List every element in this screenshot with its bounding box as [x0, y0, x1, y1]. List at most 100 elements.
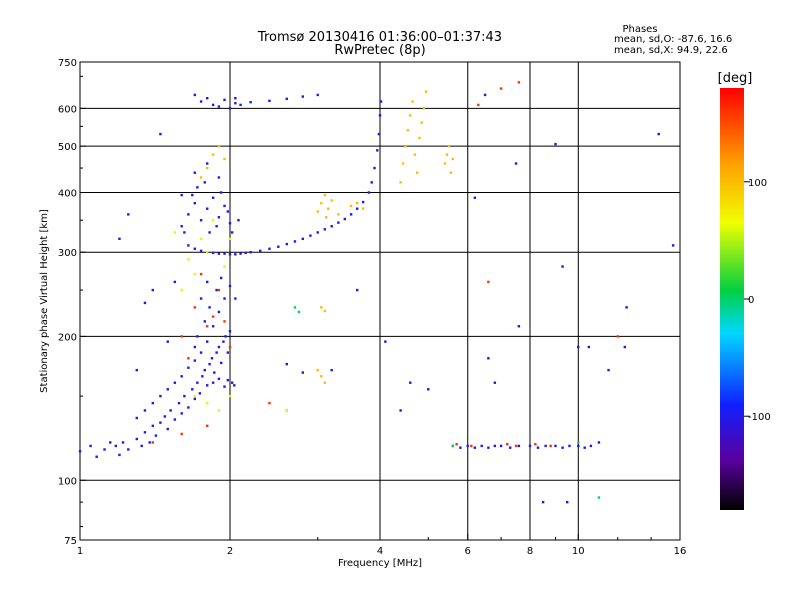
data-point [330, 225, 333, 228]
y-tick-label: 100 [58, 476, 77, 487]
data-point [424, 90, 428, 93]
data-point [114, 444, 118, 448]
data-points [78, 81, 675, 504]
data-point [196, 335, 199, 338]
data-point [208, 231, 211, 234]
data-point [561, 265, 564, 268]
data-point [187, 406, 190, 409]
data-point [193, 272, 197, 276]
data-point [223, 98, 226, 102]
data-point [199, 272, 203, 276]
data-point [211, 315, 215, 318]
data-point [487, 357, 490, 360]
data-point [234, 253, 237, 256]
x-tick-label: 10 [572, 546, 585, 557]
colorbar-tick-label: 100 [748, 178, 767, 189]
data-point [514, 162, 518, 165]
data-point [418, 136, 421, 140]
data-point [143, 301, 147, 305]
y-tick-label: 75 [64, 536, 77, 547]
data-point [151, 424, 155, 428]
data-point [355, 201, 359, 205]
data-point [173, 418, 177, 421]
data-point [135, 368, 138, 372]
data-point [413, 153, 417, 156]
data-point [205, 424, 209, 428]
data-point [140, 444, 143, 448]
data-point [199, 237, 203, 241]
data-point [623, 345, 627, 349]
data-point [528, 444, 532, 448]
data-point [187, 258, 190, 261]
data-point [337, 213, 340, 216]
data-point [234, 96, 237, 100]
data-point [370, 181, 373, 184]
data-point [517, 444, 521, 448]
data-point [514, 444, 518, 448]
data-point [118, 237, 121, 241]
data-point [577, 444, 580, 448]
data-point [224, 335, 227, 338]
data-point [577, 345, 580, 349]
data-point [320, 306, 323, 309]
data-point [249, 251, 252, 254]
data-point [316, 231, 319, 234]
data-point [226, 351, 230, 354]
data-point [180, 375, 183, 378]
data-point [244, 251, 247, 255]
data-point [109, 441, 112, 444]
data-point [180, 432, 183, 436]
data-point [223, 297, 226, 300]
data-point [217, 144, 221, 148]
data-point [127, 448, 130, 451]
x-axis-label: Frequency [MHz] [338, 558, 422, 569]
colorbar [720, 88, 744, 510]
data-point [228, 222, 232, 225]
data-point [135, 437, 138, 441]
data-point [228, 253, 232, 256]
data-point [249, 100, 252, 104]
data-point [217, 345, 221, 349]
data-point [565, 500, 569, 504]
data-point [285, 362, 288, 366]
data-point [223, 204, 226, 208]
data-point [473, 446, 477, 449]
data-point [561, 446, 564, 449]
data-point [268, 247, 271, 250]
data-point [401, 162, 405, 165]
data-point [406, 128, 410, 132]
data-point [193, 359, 197, 362]
data-point [330, 199, 333, 202]
data-point [177, 401, 181, 405]
data-point [205, 96, 209, 100]
data-point [199, 351, 203, 354]
data-point [309, 234, 312, 237]
data-point [297, 310, 301, 314]
data-point [205, 166, 209, 170]
data-point [151, 288, 155, 292]
data-point [536, 446, 540, 449]
data-point [399, 181, 402, 184]
data-point [205, 384, 209, 387]
data-point [173, 381, 177, 384]
data-point [205, 207, 209, 210]
data-point [205, 162, 209, 165]
data-point [517, 81, 521, 84]
data-point [217, 176, 221, 179]
x-tick-label: 4 [377, 546, 383, 557]
data-point [219, 361, 223, 365]
data-point [577, 441, 580, 444]
data-point [211, 325, 215, 328]
data-point [285, 242, 288, 246]
data-point [447, 144, 451, 148]
data-point [205, 325, 209, 328]
data-point [607, 368, 610, 372]
data-point [193, 397, 197, 401]
data-point [127, 213, 130, 216]
data-point [208, 362, 211, 366]
data-point [222, 340, 225, 343]
data-point [411, 100, 414, 103]
data-point [159, 421, 162, 424]
data-point [196, 186, 199, 189]
